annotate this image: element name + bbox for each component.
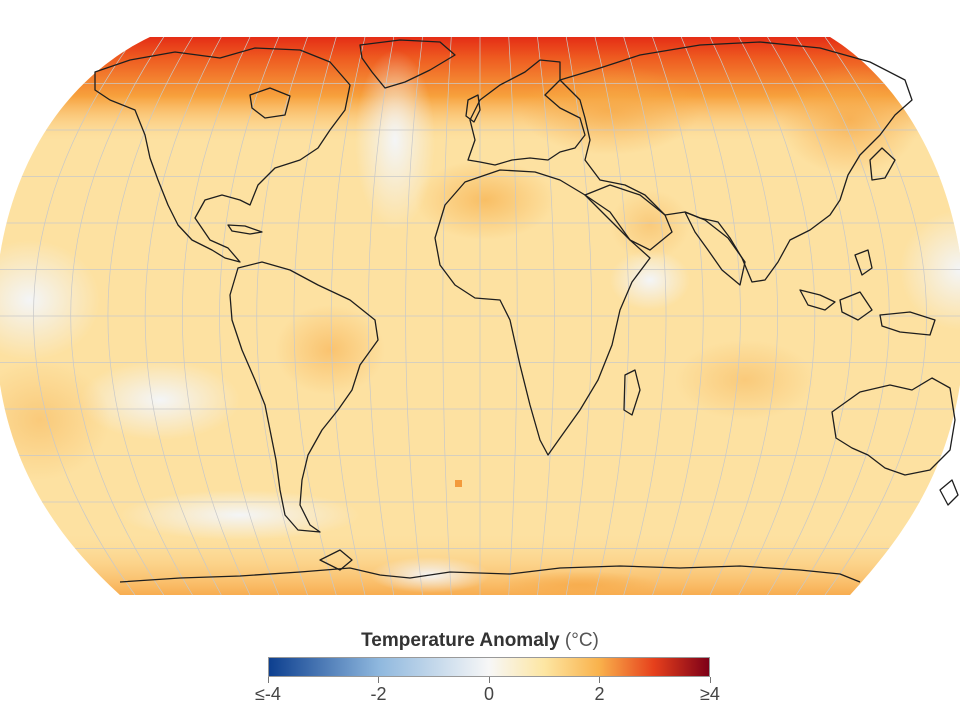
coastlines bbox=[94, 39, 959, 583]
color-scale-bar bbox=[268, 657, 710, 677]
scale-tick bbox=[267, 677, 269, 683]
scale-tick-label: ≥4 bbox=[700, 684, 720, 704]
scale-tick-label: 2 bbox=[594, 684, 605, 704]
legend-title-text: Temperature Anomaly bbox=[361, 630, 560, 651]
scale-tick bbox=[378, 677, 379, 683]
scale-tick-label: ≤-4 bbox=[255, 684, 281, 704]
legend-unit: (°C) bbox=[564, 630, 599, 651]
scale-tick-label: -2 bbox=[370, 684, 387, 704]
world-map bbox=[0, 37, 960, 595]
legend-title: Temperature Anomaly (°C) bbox=[0, 630, 960, 652]
scale-tick bbox=[488, 677, 490, 683]
scale-tick bbox=[599, 677, 600, 683]
temperature-anomaly-map bbox=[0, 37, 960, 595]
legend: Temperature Anomaly (°C) ≤-4 -2 0 2 ≥4 bbox=[0, 620, 960, 720]
scale-tick-label: 0 bbox=[483, 684, 494, 704]
scale-tick bbox=[709, 677, 711, 683]
